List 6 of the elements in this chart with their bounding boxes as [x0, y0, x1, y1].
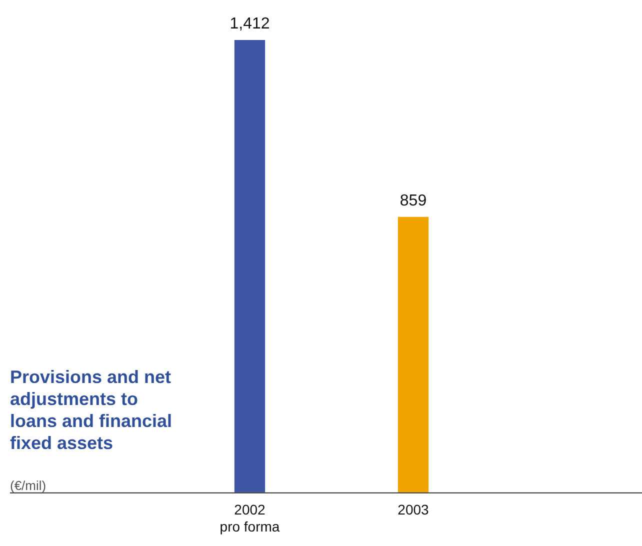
text: (€/mil) [10, 478, 46, 493]
x-tick-label: 2002 pro forma [220, 502, 280, 534]
text: Provisions and net adjustments to loans and financial fixed assets [10, 366, 174, 454]
data-label: 1,412 [230, 15, 270, 32]
x-tick-label: 2003 [398, 502, 430, 518]
data-label: 859 [400, 192, 427, 210]
